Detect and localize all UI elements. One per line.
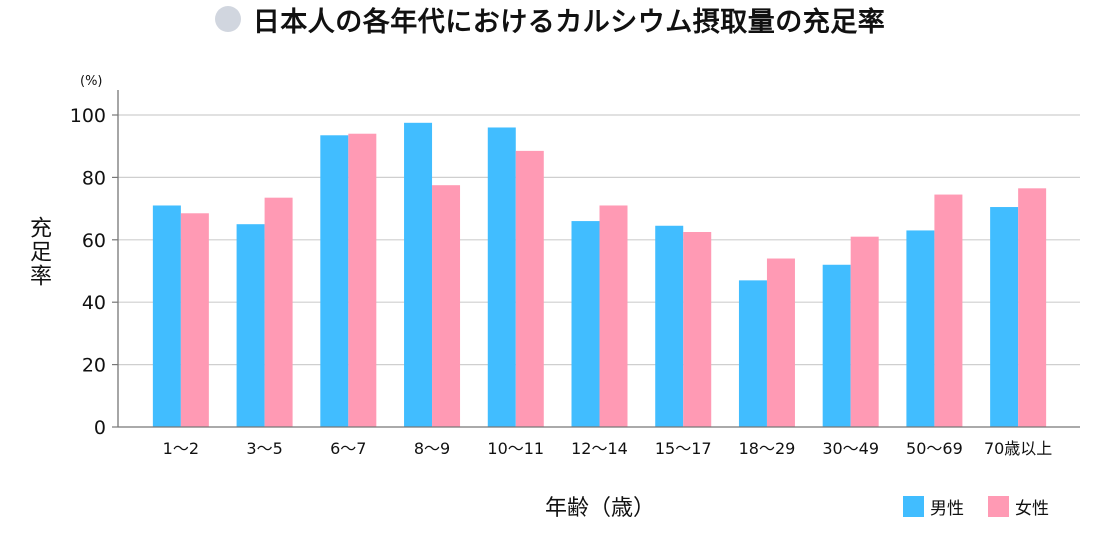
bar-male bbox=[822, 264, 851, 427]
x-tick-label: 1〜2 bbox=[163, 439, 199, 458]
bars bbox=[152, 122, 1047, 428]
bar-male bbox=[990, 207, 1019, 427]
bar-female bbox=[180, 213, 209, 427]
legend-swatch-female bbox=[988, 496, 1009, 517]
y-tick-label: 60 bbox=[82, 230, 106, 252]
legend-label-female: 女性 bbox=[1015, 499, 1049, 519]
y-tick-label: 20 bbox=[82, 355, 106, 377]
bar-male bbox=[906, 230, 935, 427]
bar-male bbox=[487, 127, 516, 427]
x-tick-label: 8〜9 bbox=[414, 439, 450, 458]
y-axis-unit: (%) bbox=[80, 74, 103, 89]
bar-female bbox=[432, 185, 461, 427]
bar-male bbox=[738, 280, 767, 427]
bar-female bbox=[850, 236, 879, 427]
bar-female bbox=[599, 205, 628, 427]
y-tick-label: 40 bbox=[82, 292, 106, 314]
x-tick-label: 70歳以上 bbox=[984, 439, 1052, 458]
x-tick-label: 15〜17 bbox=[655, 439, 712, 458]
bar-female bbox=[1018, 188, 1047, 427]
legend: 男性 女性 bbox=[903, 494, 1049, 519]
y-axis-label: 充足率 bbox=[26, 216, 51, 288]
axes bbox=[112, 90, 1080, 428]
tick-labels: 0 20 40 60 80 100 1〜2 3〜5 6〜7 8〜9 10〜11 12〜14 15〜17 1… bbox=[70, 105, 1053, 458]
bar-male bbox=[404, 122, 433, 428]
y-tick-label: 0 bbox=[94, 417, 106, 439]
bar-male bbox=[236, 224, 265, 427]
bar-female bbox=[766, 258, 795, 427]
bar-female bbox=[683, 232, 712, 427]
x-tick-label: 10〜11 bbox=[487, 439, 544, 458]
x-axis-label: 年齢（歳） bbox=[544, 496, 655, 521]
title-bullet-icon bbox=[214, 6, 241, 32]
bar-male bbox=[655, 225, 684, 427]
x-tick-label: 12〜14 bbox=[571, 439, 628, 458]
legend-swatch-male bbox=[903, 496, 924, 517]
legend-item-female: 女性 bbox=[988, 494, 1049, 519]
legend-label-male: 男性 bbox=[930, 499, 964, 519]
y-tick-label: 100 bbox=[70, 105, 106, 127]
bar-male bbox=[320, 135, 349, 427]
x-tick-label: 50〜69 bbox=[906, 439, 963, 458]
x-tick-label: 3〜5 bbox=[246, 439, 282, 458]
bar-male bbox=[152, 205, 181, 427]
chart-title-row: 日本人の各年代におけるカルシウム摂取量の充足率 bbox=[0, 1, 1100, 38]
x-tick-label: 30〜49 bbox=[822, 439, 879, 458]
bar-female bbox=[934, 194, 963, 427]
x-tick-label: 6〜7 bbox=[330, 439, 366, 458]
bar-male bbox=[571, 221, 600, 427]
legend-item-male: 男性 bbox=[903, 494, 964, 519]
x-tick-label: 18〜29 bbox=[739, 439, 796, 458]
chart-title: 日本人の各年代におけるカルシウム摂取量の充足率 bbox=[252, 6, 886, 38]
y-tick-label: 80 bbox=[82, 167, 106, 189]
bar-female bbox=[348, 133, 377, 427]
bar-female bbox=[515, 150, 544, 427]
bar-female bbox=[264, 197, 293, 427]
